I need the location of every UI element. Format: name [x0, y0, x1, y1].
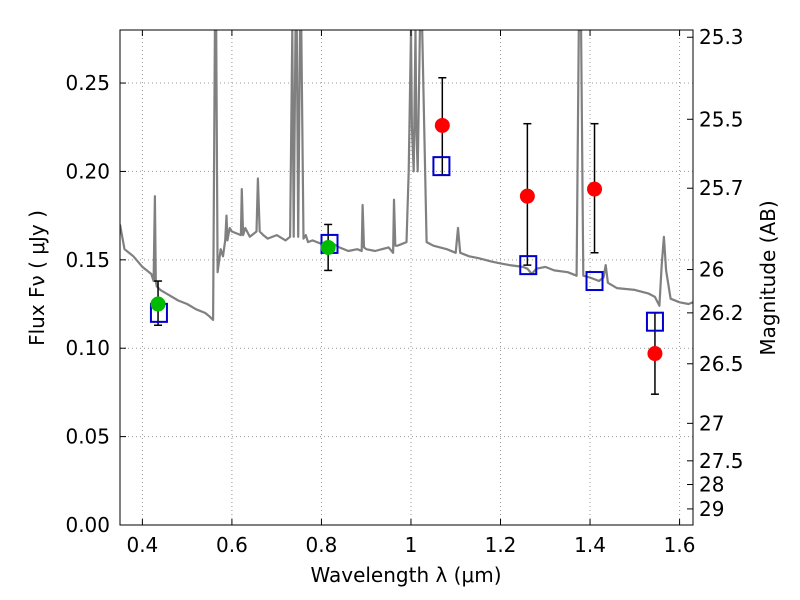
- green-data-point: [150, 296, 166, 312]
- x-tick-label: 1.2: [485, 533, 517, 557]
- y2-tick-label: 27: [699, 411, 724, 435]
- model-flux-square: [645, 311, 664, 332]
- y2-tick-label: 26.5: [699, 352, 744, 376]
- grid-lines: [120, 30, 693, 526]
- x-tick-label: 0.8: [306, 533, 338, 557]
- y-axis-label: Flux Fν ( μJy ): [25, 210, 49, 346]
- y2-tick-label: 26: [699, 258, 724, 282]
- model-flux-square: [432, 156, 451, 177]
- x-tick-label: 1.4: [574, 533, 606, 557]
- x-tick-label: 0.6: [216, 533, 248, 557]
- y-tick-label: 0.10: [65, 336, 110, 360]
- y2-tick-label: 25.7: [699, 176, 744, 200]
- y2-tick-label: 29: [699, 497, 724, 521]
- y2-tick-label: 25.5: [699, 107, 744, 131]
- y-tick-label: 0.05: [65, 425, 110, 449]
- model-flux-square: [519, 255, 538, 276]
- green-data-point: [320, 239, 336, 255]
- model-spectrum: [120, 30, 693, 321]
- red-data-point: [519, 188, 535, 204]
- y-tick-label: 0.20: [65, 159, 110, 183]
- y2-tick-label: 25.3: [699, 25, 744, 49]
- plot-frame: [119, 29, 694, 526]
- data-points: [149, 117, 664, 362]
- x-tick-label: 1.6: [664, 533, 696, 557]
- y2-tick-label: 27.5: [699, 449, 744, 473]
- red-data-point: [647, 346, 663, 362]
- y2-tick-label: 26.2: [699, 301, 744, 325]
- y2-axis-label: Magnitude (AB): [756, 200, 780, 355]
- red-data-point: [434, 117, 450, 133]
- y-tick-label: 0.15: [65, 248, 110, 272]
- x-tick-label: 0.4: [126, 533, 158, 557]
- axis-ticks: 0.4 0.6 0.8 1 1.2 1.4 1.6 0.00 0.05 0.10 0.15 0.20 0…: [65, 25, 743, 557]
- x-tick-label: 1: [405, 533, 418, 557]
- y-tick-label: 0.00: [65, 513, 110, 537]
- model-spectrum-line: [120, 30, 693, 321]
- x-axis-label: Wavelength λ (μm): [310, 563, 501, 587]
- model-flux-square: [585, 271, 604, 292]
- red-data-point: [587, 181, 603, 197]
- plot-background: [120, 30, 693, 525]
- y-tick-label: 0.25: [65, 71, 110, 95]
- y2-tick-label: 28: [699, 473, 724, 497]
